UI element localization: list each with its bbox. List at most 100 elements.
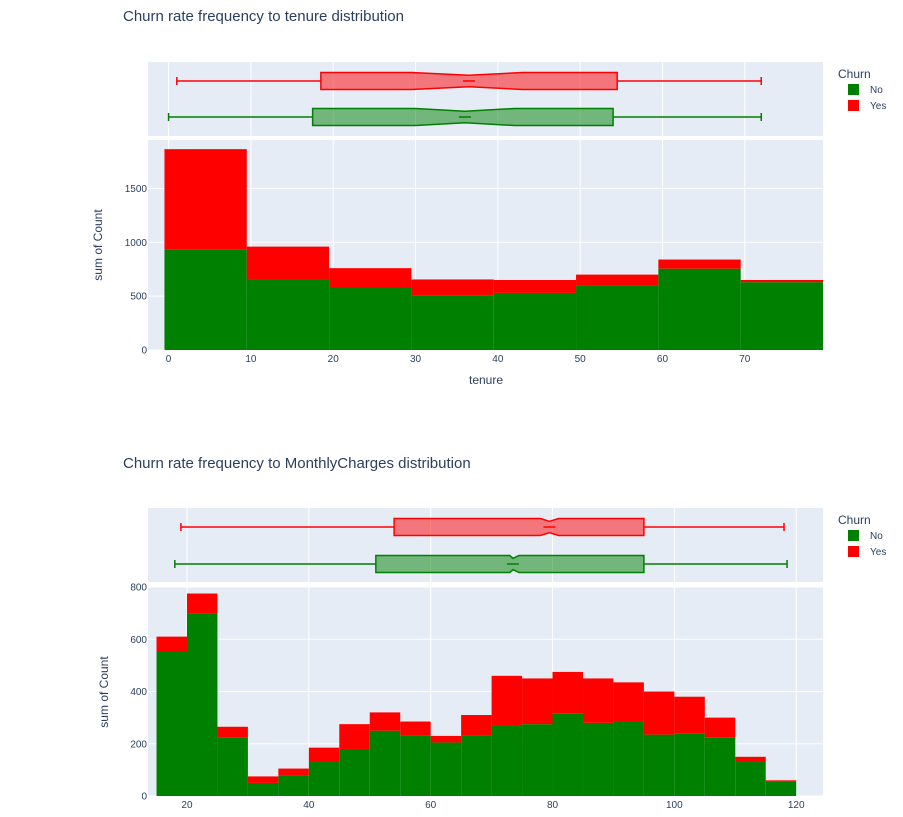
chart2-legend-swatch-yes[interactable]: [848, 546, 859, 557]
bar-no[interactable]: [704, 737, 736, 796]
x-tick-label: 10: [245, 354, 257, 365]
bar-yes[interactable]: [576, 274, 659, 286]
bar-yes[interactable]: [658, 259, 741, 269]
x-tick-label: 0: [166, 354, 172, 365]
bar-yes[interactable]: [613, 682, 644, 722]
boxplot-no[interactable]: [174, 554, 788, 574]
chart1-legend-swatch-no[interactable]: [848, 84, 859, 95]
y-tick-label: 0: [141, 792, 147, 803]
bar-no[interactable]: [247, 782, 279, 796]
bar-yes[interactable]: [339, 724, 370, 749]
x-tick-label: 120: [788, 800, 805, 811]
y-tick-label: 1000: [125, 238, 148, 249]
bar-yes[interactable]: [369, 712, 401, 731]
chart1-legend-label-no[interactable]: No: [870, 85, 883, 96]
y-tick-label: 500: [130, 292, 147, 303]
bar-no[interactable]: [461, 735, 492, 796]
boxplot-yes[interactable]: [180, 517, 785, 537]
bar-no[interactable]: [430, 742, 462, 796]
bar-yes[interactable]: [582, 678, 614, 723]
chart1-y-axis-label: sum of Count: [91, 209, 105, 281]
bar-yes[interactable]: [740, 280, 823, 283]
bar-yes[interactable]: [217, 726, 248, 738]
bar-yes[interactable]: [278, 768, 309, 776]
x-tick-label: 40: [492, 354, 504, 365]
x-tick-label: 40: [303, 800, 315, 811]
bar-no[interactable]: [329, 287, 412, 350]
x-tick-label: 100: [666, 800, 683, 811]
bar-no[interactable]: [658, 268, 741, 350]
bar-yes[interactable]: [493, 280, 577, 293]
bar-no[interactable]: [740, 282, 823, 350]
bar-yes[interactable]: [491, 675, 523, 726]
bar-no[interactable]: [576, 285, 659, 350]
y-tick-label: 1500: [125, 184, 148, 195]
y-tick-label: 200: [130, 739, 147, 750]
bar-no[interactable]: [552, 713, 583, 796]
x-tick-label: 30: [410, 354, 422, 365]
bar-no[interactable]: [186, 613, 218, 796]
bar-yes[interactable]: [329, 268, 412, 287]
x-tick-label: 70: [739, 354, 751, 365]
bar-no[interactable]: [765, 781, 797, 796]
chart2-legend-label-yes[interactable]: Yes: [870, 547, 886, 558]
bar-no[interactable]: [246, 279, 330, 350]
x-tick-label: 80: [547, 800, 559, 811]
chart1-box-panel: [148, 62, 823, 136]
bar-yes[interactable]: [156, 636, 187, 652]
bar-no[interactable]: [308, 762, 340, 796]
bar-yes[interactable]: [308, 747, 340, 763]
boxplot-no[interactable]: [167, 107, 763, 127]
bar-no[interactable]: [339, 748, 370, 796]
x-tick-label: 50: [575, 354, 587, 365]
bar-no[interactable]: [735, 762, 766, 796]
bar-no[interactable]: [674, 733, 705, 796]
bar-yes[interactable]: [186, 593, 218, 614]
chart2-y-axis-label: sum of Count: [97, 656, 111, 728]
bar-yes[interactable]: [765, 780, 797, 782]
bar-no[interactable]: [217, 737, 248, 796]
box-body: [393, 517, 645, 537]
bar-no[interactable]: [278, 775, 309, 796]
bar-yes[interactable]: [411, 279, 494, 296]
bar-yes[interactable]: [674, 696, 705, 734]
bar-yes[interactable]: [522, 678, 553, 725]
x-tick-label: 60: [425, 800, 437, 811]
chart2-legend-label-no[interactable]: No: [870, 531, 883, 542]
bar-no[interactable]: [164, 249, 247, 350]
bar-no[interactable]: [400, 735, 431, 796]
y-tick-label: 0: [141, 346, 147, 357]
boxplot-yes[interactable]: [176, 71, 763, 91]
chart2-title: Churn rate frequency to MonthlyCharges d…: [123, 455, 471, 472]
bar-yes[interactable]: [164, 149, 247, 250]
bar-yes[interactable]: [430, 735, 462, 743]
chart1-legend-title: Churn: [838, 67, 871, 81]
bar-yes[interactable]: [704, 717, 736, 738]
bar-no[interactable]: [369, 730, 401, 796]
y-tick-label: 800: [130, 583, 147, 594]
chart1-legend-label-yes[interactable]: Yes: [870, 101, 886, 112]
y-tick-label: 600: [130, 635, 147, 646]
bar-yes[interactable]: [246, 246, 330, 280]
bar-no[interactable]: [522, 724, 553, 796]
bar-yes[interactable]: [400, 721, 431, 736]
chart2-legend[interactable]: Churn No Yes: [838, 513, 886, 558]
x-tick-label: 60: [657, 354, 669, 365]
bar-no[interactable]: [582, 722, 614, 796]
bar-no[interactable]: [156, 651, 187, 796]
bar-no[interactable]: [613, 721, 644, 796]
bar-no[interactable]: [493, 292, 577, 350]
x-tick-label: 20: [181, 800, 193, 811]
bar-no[interactable]: [411, 295, 494, 350]
chart1-legend[interactable]: Churn No Yes: [838, 67, 886, 112]
bar-yes[interactable]: [643, 691, 675, 735]
bar-yes[interactable]: [461, 715, 492, 736]
bar-no[interactable]: [643, 734, 675, 796]
chart1-legend-swatch-yes[interactable]: [848, 100, 859, 111]
bar-yes[interactable]: [552, 671, 583, 714]
bar-yes[interactable]: [735, 756, 766, 763]
chart2-legend-swatch-no[interactable]: [848, 530, 859, 541]
bar-no[interactable]: [491, 725, 523, 796]
bar-yes[interactable]: [247, 776, 279, 783]
